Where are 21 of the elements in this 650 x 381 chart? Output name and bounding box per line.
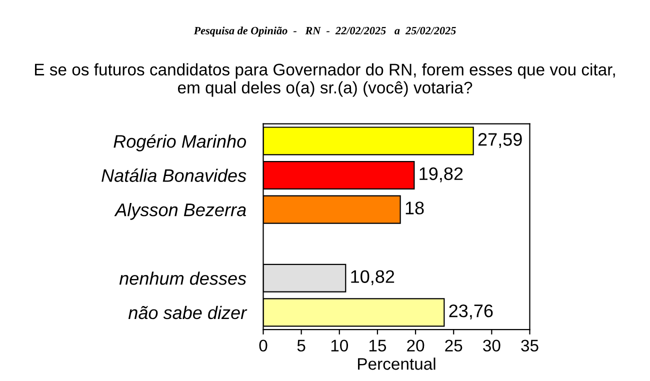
y-tick-label: Natália Bonavides — [102, 168, 246, 182]
data-label: 23,76 — [449, 304, 493, 320]
chart-title: Pesquisa de Opinião - RN - 22/02/2025 a 25/02/2025 — [194, 26, 456, 37]
x-tick-label: 5 — [297, 340, 306, 352]
data-label: 19,82 — [420, 167, 463, 182]
x-tick-label: 25 — [445, 340, 462, 352]
y-tick-label: Alysson Bezerra — [114, 203, 246, 220]
x-tick-label: 35 — [521, 340, 538, 352]
y-tick-label: Rogério Marinho — [114, 134, 246, 152]
x-tick-label: 15 — [369, 340, 386, 352]
y-tick-label: não sabe dizer — [128, 306, 248, 320]
y-tick-label: nenhum desses — [119, 272, 246, 285]
x-axis-title: Percentual — [358, 358, 436, 370]
x-tick-label: 0 — [259, 340, 268, 352]
data-label: 18 — [406, 202, 424, 214]
x-tick-label: 20 — [407, 340, 424, 352]
x-tick-label: 10 — [331, 340, 348, 352]
data-label: 27,59 — [478, 133, 522, 148]
data-label: 10,82 — [351, 270, 394, 286]
x-tick-label: 30 — [483, 340, 500, 352]
chart-subtitle: E se os futuros candidatos para Governador do RN, forem esses que vou citar, em qual deles o(a) sr.(a) (você) votaria? — [35, 63, 615, 97]
